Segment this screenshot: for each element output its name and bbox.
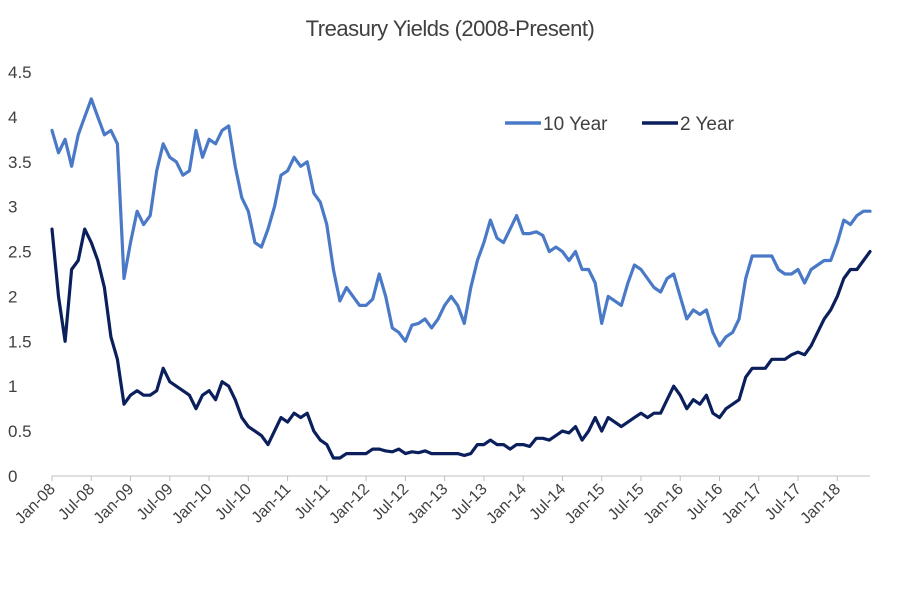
- x-tick-label: Jul-10: [212, 481, 255, 524]
- y-axis: 0 0.5 1 1.5 2 2.5 3 3.5 4 4.5: [8, 63, 32, 486]
- y-tick-label: 1: [8, 377, 17, 396]
- y-tick-label: 0: [8, 467, 17, 486]
- x-tick-label: Jan-16: [640, 481, 687, 528]
- x-tick-label: Jan-15: [562, 481, 609, 528]
- y-tick-label: 4.5: [8, 63, 32, 82]
- y-tick-label: 2.5: [8, 243, 32, 262]
- x-tick-label: Jan-13: [405, 481, 452, 528]
- y-tick-label: 2: [8, 287, 17, 306]
- legend-label: 2 Year: [680, 114, 735, 135]
- x-tick-label: Jan-14: [483, 481, 530, 528]
- series-line-2-year: [50, 227, 872, 460]
- chart-title: Treasury Yields (2008-Present): [305, 16, 595, 41]
- y-tick-label: 3: [8, 198, 17, 217]
- y-tick-label: 0.5: [8, 422, 32, 441]
- x-axis: Jan-08Jul-08Jan-09Jul-09Jan-10Jul-10Jan-…: [12, 476, 844, 527]
- y-tick-label: 1.5: [8, 332, 32, 351]
- y-tick-label: 3.5: [8, 153, 32, 172]
- legend: 10 Year 2 Year: [505, 114, 735, 135]
- x-tick-label: Jan-10: [169, 481, 216, 528]
- legend-label: 10 Year: [543, 114, 608, 135]
- x-tick-label: Jan-08: [12, 481, 59, 528]
- y-tick-label: 4: [8, 108, 17, 127]
- x-tick-label: Jan-17: [719, 481, 766, 528]
- series-line-10-year: [50, 97, 872, 348]
- series-lines: [50, 97, 872, 460]
- x-tick-label: Jan-18: [797, 481, 844, 528]
- x-tick-label: Jan-12: [326, 481, 373, 528]
- x-tick-label: Jan-09: [91, 481, 138, 528]
- x-tick-label: Jan-11: [249, 481, 295, 527]
